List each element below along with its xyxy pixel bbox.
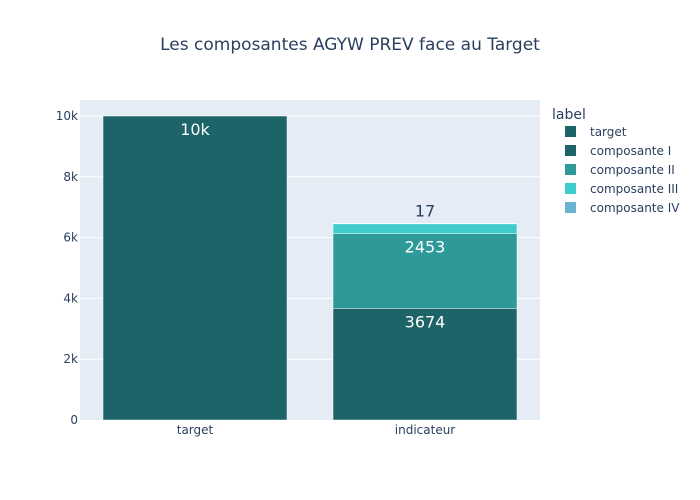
y-tick-label: 6k: [63, 231, 78, 245]
legend-label[interactable]: composante IV: [590, 201, 680, 215]
y-tick-label: 8k: [63, 170, 78, 184]
legend-swatch[interactable]: [565, 164, 576, 175]
y-tick-label: 10k: [56, 109, 78, 123]
bar-data-label: 3674: [405, 312, 446, 331]
bar-data-label: 2453: [405, 238, 446, 257]
y-tick-label: 4k: [63, 291, 78, 305]
bar-data-label: 17: [415, 201, 435, 220]
bar-target[interactable]: [102, 115, 288, 421]
legend-swatch[interactable]: [565, 202, 576, 213]
legend-title: label: [552, 107, 586, 123]
bar-data-labels: 10k 3674 2453 17: [180, 120, 445, 331]
legend[interactable]: label target composante I composante II com…: [552, 107, 680, 215]
legend-label[interactable]: target: [590, 125, 627, 139]
y-tick-label: 2k: [63, 352, 78, 366]
bar-composante-iii[interactable]: [332, 223, 518, 234]
bars[interactable]: [102, 115, 518, 421]
bar-composante-ii[interactable]: [332, 233, 518, 309]
x-tick-label: target: [177, 423, 214, 437]
y-axis-ticks: 0 2k 4k 6k 8k 10k: [56, 109, 78, 427]
x-axis-ticks: target indicateur: [177, 423, 456, 437]
x-tick-label: indicateur: [395, 423, 456, 437]
legend-label[interactable]: composante I: [590, 144, 671, 158]
chart-title: Les composantes AGYW PREV face au Target: [160, 35, 540, 55]
legend-swatch[interactable]: [565, 183, 576, 194]
bar-composante-iv[interactable]: [332, 223, 518, 225]
bar-composante-i[interactable]: [332, 308, 518, 421]
y-tick-label: 0: [70, 413, 78, 427]
legend-label[interactable]: composante II: [590, 163, 675, 177]
legend-swatch[interactable]: [565, 145, 576, 156]
legend-swatch[interactable]: [565, 126, 576, 137]
legend-label[interactable]: composante III: [590, 182, 678, 196]
bar-data-label: 10k: [180, 120, 210, 139]
